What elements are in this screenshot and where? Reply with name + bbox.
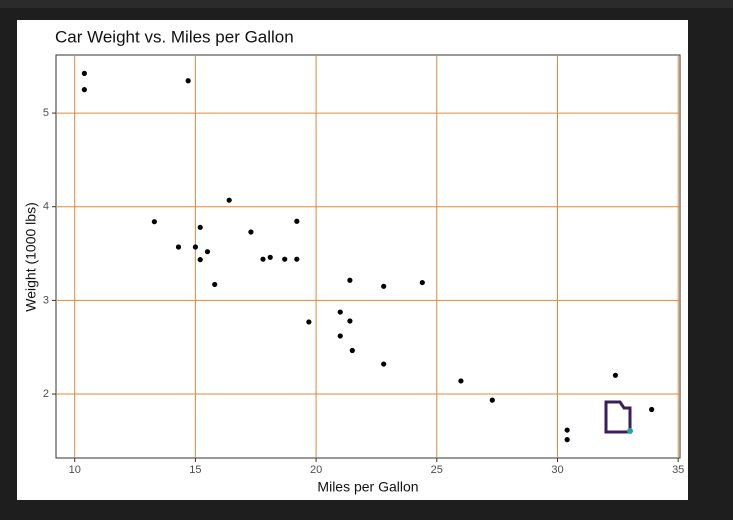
point [212, 281, 218, 288]
point [197, 257, 203, 263]
point [151, 219, 157, 225]
plot-layer: 10 15 20 25 30 35 2 3 4 5 [43, 55, 684, 476]
x-tick-label: 35 [672, 464, 684, 476]
x-tick-label: 20 [310, 464, 322, 476]
point [419, 279, 425, 286]
point [204, 249, 211, 255]
point [175, 244, 182, 250]
y-tick-label: 4 [43, 201, 49, 213]
point [185, 78, 191, 84]
x-tick-label: 25 [431, 464, 443, 476]
point [306, 319, 312, 325]
x-tick-label: 15 [189, 464, 201, 476]
point [564, 437, 570, 443]
chart-title: Car Weight vs. Miles per Gallon [55, 27, 294, 46]
point [294, 256, 300, 262]
point [649, 406, 655, 413]
point [337, 333, 343, 339]
point [347, 318, 353, 324]
point [226, 197, 232, 203]
point [381, 283, 387, 289]
x-axis-title: Miles per Gallon [317, 479, 418, 495]
point [612, 372, 619, 378]
top-bar [0, 0, 733, 8]
point [192, 244, 199, 250]
point [337, 309, 343, 315]
overlay-icon [604, 400, 632, 434]
overlay-icon-dot [627, 428, 633, 434]
point [294, 218, 300, 224]
y-tick-label: 3 [43, 294, 49, 306]
x-tick-label: 30 [551, 464, 563, 476]
point [282, 256, 288, 262]
point [260, 256, 266, 262]
point [349, 347, 355, 354]
point [248, 229, 254, 235]
y-tick-label: 5 [43, 107, 49, 119]
point [81, 70, 87, 76]
point [381, 361, 387, 367]
panel [55, 54, 681, 459]
y-axis-title: Weight (1000 lbs) [23, 202, 39, 311]
x-tick-label: 10 [69, 464, 81, 476]
y-tick-label: 2 [43, 388, 49, 400]
point [489, 397, 495, 403]
point [197, 224, 203, 230]
point [564, 427, 570, 433]
point [347, 277, 353, 283]
point [81, 87, 87, 93]
point [458, 378, 464, 384]
point [267, 254, 273, 260]
